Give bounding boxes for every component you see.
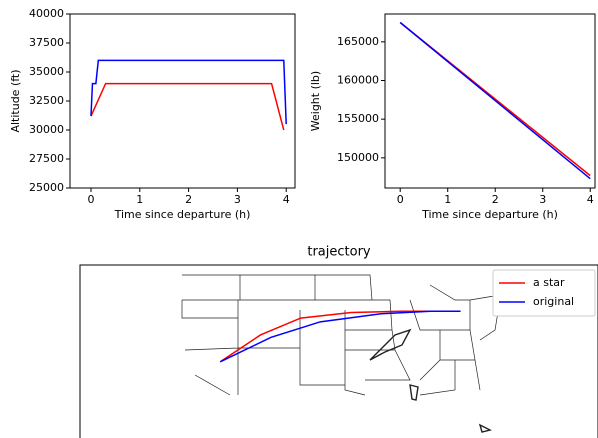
legend-label: a star [533,276,565,289]
x-tick-label: 1 [136,193,143,206]
x-tick-label: 4 [587,193,594,206]
y-tick-label: 35000 [29,65,64,78]
series-line [90,82,285,131]
y-tick-label: 32500 [29,94,64,107]
legend-label: original [533,295,574,308]
series-line [399,21,591,180]
y-tick-label: 30000 [29,123,64,136]
map-boundaries [181,274,501,433]
x-axis-label: Time since departure (h) [421,208,558,221]
x-tick-label: 4 [283,193,290,206]
y-tick-label: 25000 [29,181,64,194]
x-tick-label: 3 [539,193,546,206]
series-line [219,310,461,363]
chart-title: trajectory [307,245,371,260]
y-axis-label: Altitude (ft) [9,69,22,132]
y-tick-label: 155000 [337,112,379,125]
x-tick-label: 0 [397,193,404,206]
y-axis-label: Weight (lb) [309,71,322,131]
legend: a star original [492,269,596,317]
y-tick-label: 37500 [29,36,64,49]
axes-frame [69,13,296,189]
x-tick-label: 3 [234,193,241,206]
y-tick-label: 165000 [337,35,379,48]
x-tick-label: 2 [492,193,499,206]
y-tick-label: 150000 [337,151,379,164]
series-line [219,310,461,363]
legend-box [492,269,596,317]
y-tick-label: 40000 [29,7,64,20]
x-tick-label: 2 [185,193,192,206]
x-axis-label: Time since departure (h) [114,208,251,221]
y-tick-label: 160000 [337,74,379,87]
series-line [90,59,287,125]
axes-frame [384,13,596,189]
y-tick-label: 27500 [29,152,64,165]
axes-frame [79,264,598,438]
x-tick-label: 1 [444,193,451,206]
x-tick-label: 0 [87,193,94,206]
